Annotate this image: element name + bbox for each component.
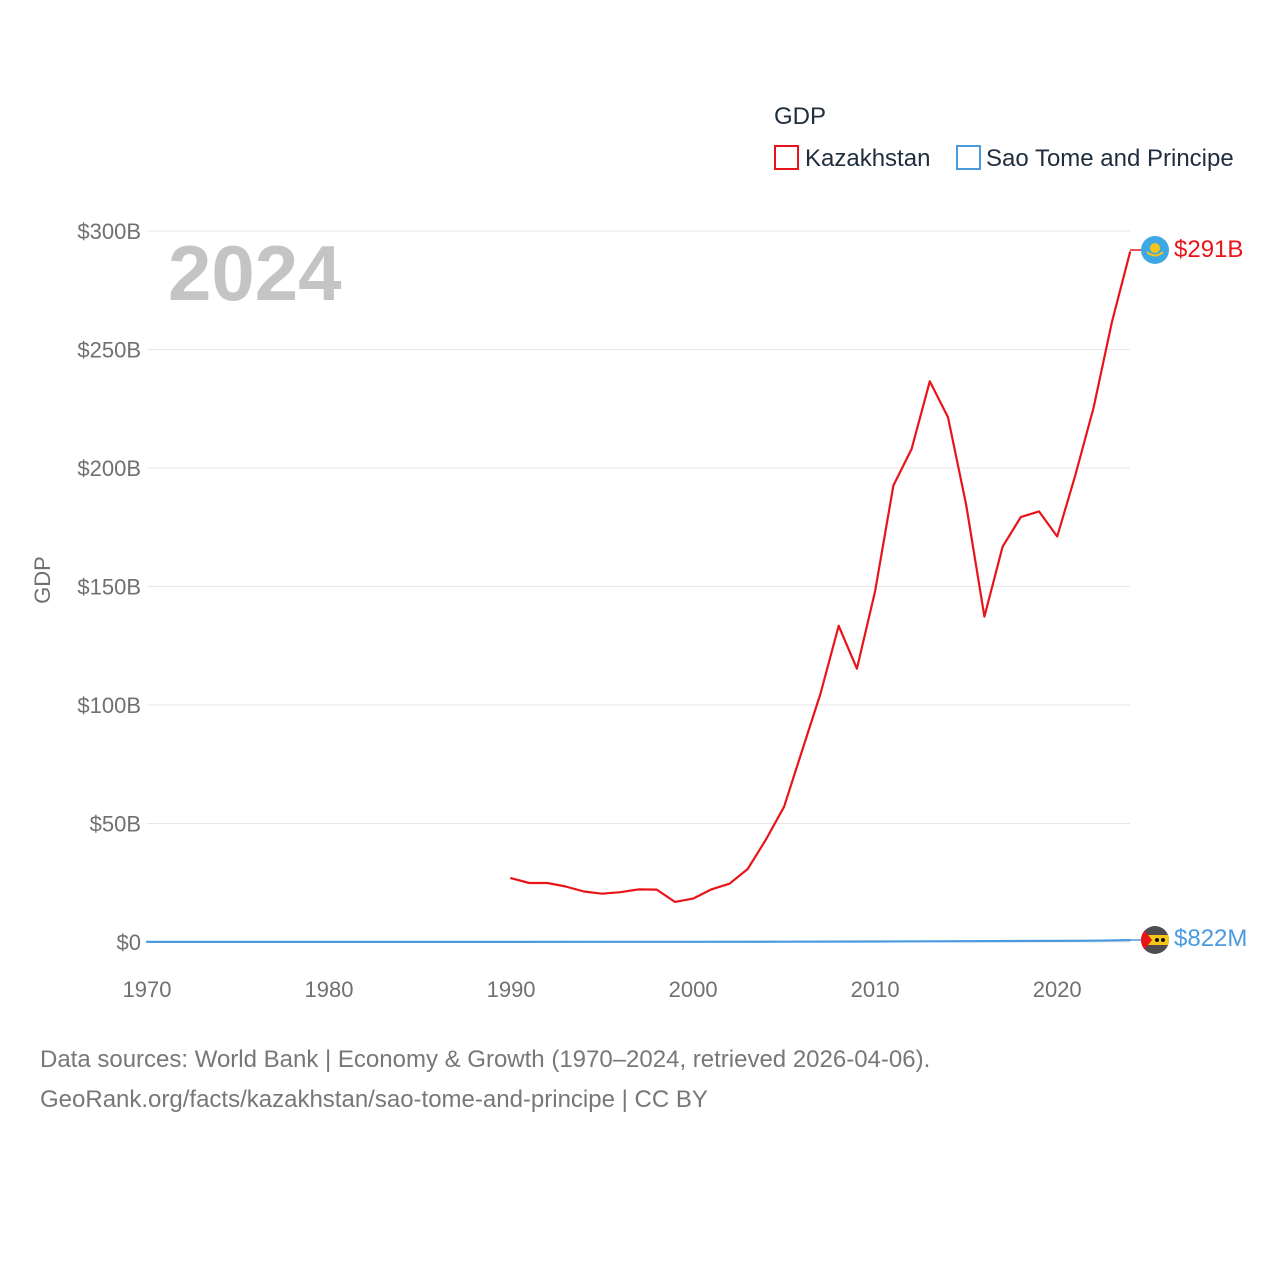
y-tick-label: $150B [77, 575, 141, 600]
kazakhstan-end-marker: $291B [1130, 236, 1243, 264]
y-axis-title: GDP [30, 556, 55, 604]
legend-swatch-sao-tome[interactable] [956, 145, 981, 170]
legend-label-kazakhstan[interactable]: Kazakhstan [805, 145, 930, 172]
x-tick-label: 2020 [1033, 977, 1082, 1002]
data-source-note: Data sources: World Bank | Economy & Gro… [40, 1046, 931, 1073]
x-axis-ticks: 1970 1980 1990 2000 2010 2020 [123, 977, 1082, 1002]
series-layer [145, 251, 1132, 944]
x-tick-label: 2010 [851, 977, 900, 1002]
y-axis-ticks: $0 $50B $100B $150B $200B $250B $300B [77, 219, 141, 955]
source-link[interactable]: GeoRank.org/facts/kazakhstan/sao-tome-an… [40, 1086, 708, 1113]
sao-tome-end-value: $822M [1174, 925, 1247, 952]
gridlines [147, 230, 1130, 943]
year-watermark: 2024 [168, 229, 342, 317]
legend-swatch-kazakhstan[interactable] [774, 145, 799, 170]
y-tick-label: $50B [90, 812, 141, 837]
y-tick-label: $300B [77, 219, 141, 244]
x-tick-label: 2000 [669, 977, 718, 1002]
x-tick-label: 1970 [123, 977, 172, 1002]
kazakhstan-end-value: $291B [1174, 236, 1243, 263]
y-tick-label: $0 [117, 930, 141, 955]
series-line-sao-tome-and-principe[interactable] [145, 938, 1132, 944]
y-tick-label: $100B [77, 693, 141, 718]
sao-tome-end-marker: $822M [1130, 925, 1247, 954]
footer: Data sources: World Bank | Economy & Gro… [40, 1040, 930, 1120]
legend-label-sao-tome[interactable]: Sao Tome and Principe [986, 145, 1234, 172]
legend-title: GDP [774, 103, 826, 130]
series-line-kazakhstan[interactable] [510, 251, 1132, 904]
kazakhstan-flag-icon [1141, 236, 1169, 264]
y-tick-label: $200B [77, 456, 141, 481]
sao-tome-flag-icon [1141, 926, 1169, 954]
x-tick-label: 1990 [487, 977, 536, 1002]
x-tick-label: 1980 [305, 977, 354, 1002]
y-tick-label: $250B [77, 338, 141, 363]
legend: GDP Kazakhstan Sao Tome and Principe [774, 103, 1234, 172]
